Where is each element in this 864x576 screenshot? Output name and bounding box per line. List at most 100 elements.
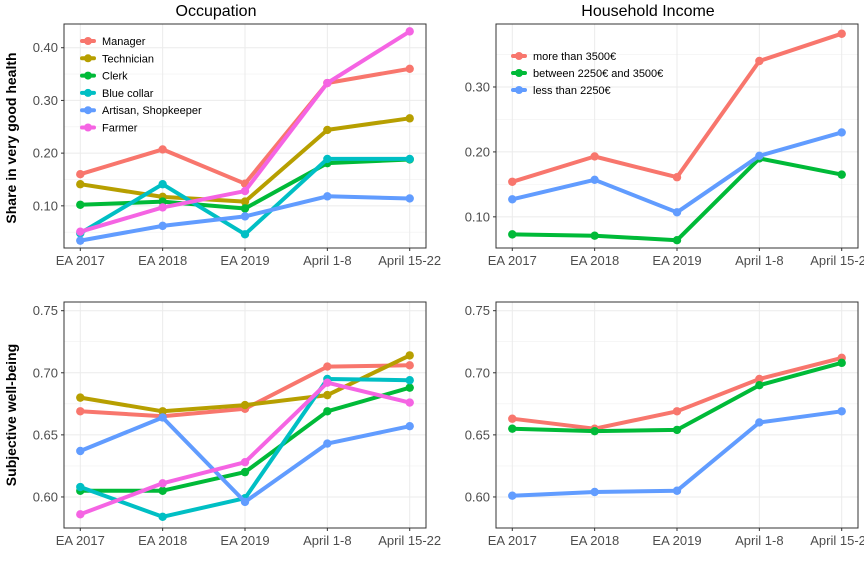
- data-point-technician: [323, 390, 332, 400]
- legend-label-artisan-shopkeeper: Artisan, Shopkeeper: [102, 105, 202, 117]
- y-tick-label: 0.30: [33, 93, 58, 108]
- column-title-household-income: Household Income: [581, 3, 715, 20]
- data-point-blue-collar: [405, 154, 414, 164]
- data-point-more-than-3500: [755, 56, 764, 66]
- data-point-between-2250-and-3500: [672, 425, 682, 435]
- data-point-artisan-shopkeeper: [158, 221, 167, 231]
- data-point-less-than-2250: [508, 491, 517, 500]
- legend-label-manager: Manager: [102, 36, 146, 48]
- data-point-between-2250-and-3500: [672, 236, 682, 245]
- x-tick-label: EA 2017: [56, 533, 105, 548]
- y-tick-label: 0.60: [465, 489, 490, 504]
- y-tick-label: 0.70: [33, 365, 58, 380]
- panel-bottom-left: 0.60 0.65 0.70 0.75 EA 2017 EA 2018 EA 2019 Apr…: [33, 301, 441, 548]
- legend-key-point: [84, 106, 92, 115]
- y-tick-label: 0.20: [465, 144, 490, 159]
- data-point-technician: [240, 197, 250, 206]
- legend-label-between-2250-and-3500: between 2250€ and 3500€: [533, 68, 663, 80]
- x-tick-label: EA 2018: [570, 253, 619, 268]
- data-point-farmer: [158, 203, 167, 212]
- data-point-manager: [76, 407, 85, 416]
- y-tick-label: 0.30: [465, 79, 490, 94]
- legend-key-point: [84, 54, 92, 63]
- data-point-manager: [405, 361, 414, 370]
- legend-key-point: [515, 69, 523, 77]
- data-point-farmer: [323, 378, 332, 387]
- data-point-technician: [158, 407, 167, 416]
- legend-label-blue-collar: Blue collar: [102, 88, 154, 100]
- x-tick-label: EA 2017: [488, 253, 537, 268]
- data-point-more-than-3500: [837, 29, 846, 38]
- data-point-clerk: [158, 197, 167, 206]
- legend-label-more-than-3500: more than 3500€: [533, 51, 616, 63]
- data-point-clerk: [240, 467, 250, 477]
- data-point-less-than-2250: [755, 418, 764, 427]
- data-point-less-than-2250: [837, 407, 846, 416]
- data-point-between-2250-and-3500: [837, 358, 846, 368]
- data-point-less-than-2250: [755, 151, 764, 161]
- x-tick-label: April 15-22: [810, 253, 864, 268]
- legend-key-point: [515, 86, 523, 94]
- data-point-clerk: [405, 383, 414, 392]
- x-tick-label: EA 2018: [138, 253, 187, 268]
- data-point-less-than-2250: [672, 486, 682, 495]
- x-tick-label: April 1-8: [303, 533, 351, 548]
- data-point-more-than-3500: [508, 414, 517, 423]
- x-tick-label: EA 2018: [570, 533, 619, 548]
- x-tick-label: April 15-22: [378, 253, 441, 268]
- panel-border: [495, 23, 859, 249]
- data-point-artisan-shopkeeper: [240, 212, 250, 221]
- y-tick-label: 0.75: [33, 303, 58, 318]
- data-point-manager: [158, 145, 167, 154]
- legend-label-clerk: Clerk: [102, 71, 128, 83]
- legend: more than 3500€ between 2250€ and 3500€ le…: [511, 51, 663, 97]
- data-point-manager: [323, 362, 332, 371]
- x-tick-label: EA 2018: [138, 533, 187, 548]
- data-point-artisan-shopkeeper: [323, 192, 332, 201]
- y-tick-label: 0.40: [33, 40, 58, 55]
- x-tick-label: EA 2019: [220, 253, 269, 268]
- data-point-technician: [76, 180, 85, 189]
- data-point-clerk: [76, 200, 85, 209]
- data-point-more-than-3500: [672, 407, 682, 416]
- data-point-artisan-shopkeeper: [76, 446, 85, 456]
- data-point-farmer: [158, 479, 167, 488]
- data-point-between-2250-and-3500: [755, 380, 764, 390]
- column-title-occupation: Occupation: [176, 3, 257, 20]
- y-tick-label: 0.20: [33, 146, 58, 161]
- data-point-between-2250-and-3500: [590, 231, 599, 240]
- legend-label-less-than-2250: less than 2250€: [533, 85, 611, 97]
- legend-label-farmer: Farmer: [102, 123, 138, 135]
- data-point-farmer: [240, 457, 250, 467]
- data-point-clerk: [323, 407, 332, 416]
- data-point-technician: [240, 400, 250, 410]
- data-point-artisan-shopkeeper: [76, 236, 85, 245]
- panel-top-right: 0.10 0.20 0.30 EA 2017 EA 2018 EA 2019 April 1…: [465, 23, 864, 268]
- data-point-manager: [405, 64, 414, 74]
- x-tick-label: EA 2017: [488, 533, 537, 548]
- panel-bottom-right: 0.60 0.65 0.70 0.75 EA 2017 EA 2018 EA 2019 Apr…: [465, 301, 864, 548]
- data-point-clerk: [158, 486, 167, 495]
- legend-key-point: [515, 52, 523, 60]
- data-point-more-than-3500: [508, 177, 517, 186]
- row-title-subjective-well-being: Subjective well-being: [3, 344, 19, 486]
- data-point-farmer: [405, 398, 414, 407]
- data-point-clerk: [240, 204, 250, 213]
- data-point-artisan-shopkeeper: [158, 413, 167, 422]
- data-point-more-than-3500: [672, 173, 682, 182]
- data-point-less-than-2250: [508, 195, 517, 204]
- y-tick-label: 0.60: [33, 489, 58, 504]
- data-point-artisan-shopkeeper: [405, 194, 414, 203]
- data-point-between-2250-and-3500: [508, 424, 517, 433]
- data-point-between-2250-and-3500: [590, 426, 599, 436]
- data-point-less-than-2250: [590, 175, 599, 185]
- data-point-less-than-2250: [672, 208, 682, 217]
- data-point-between-2250-and-3500: [837, 170, 846, 179]
- panel-border: [495, 301, 859, 529]
- legend-key-point: [84, 88, 92, 97]
- data-point-technician: [405, 114, 414, 123]
- x-tick-label: April 1-8: [735, 253, 783, 268]
- data-point-more-than-3500: [755, 374, 764, 384]
- data-point-blue-collar: [405, 376, 414, 385]
